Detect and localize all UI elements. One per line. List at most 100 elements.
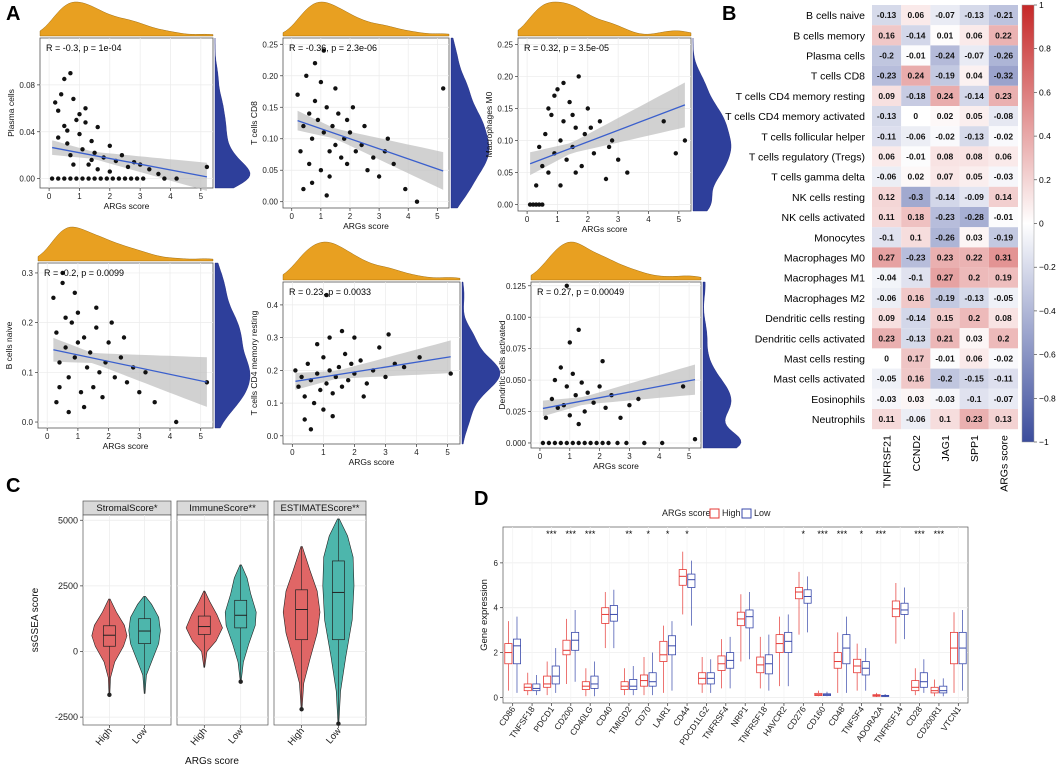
scatter-point — [558, 138, 563, 143]
scatter-point — [315, 117, 321, 123]
heatmap-cell-value: 0.07 — [937, 172, 954, 182]
scatter-point — [84, 365, 90, 370]
heatmap-cell — [930, 368, 960, 389]
box-high — [678, 569, 687, 586]
heatmap-cell-value: -0.23 — [906, 253, 926, 263]
scatter-plot-1: R = -0.3, p = 1e-04 0 1 2 3 4 5 0.00 0.04 0.08 ARG… — [6, 1, 251, 211]
heatmap-cell-value: 0.06 — [908, 10, 925, 20]
scatter-point — [69, 320, 75, 325]
group-label: High — [189, 726, 210, 748]
scatter-point — [540, 163, 545, 169]
colorbar-tick-label: −0.4 — [1039, 306, 1056, 316]
scatter-point — [60, 270, 65, 276]
scatter-point — [386, 332, 391, 337]
scatter-point — [346, 378, 351, 383]
heatmap-cell — [872, 25, 902, 46]
heatmap-cell-value: -0.08 — [994, 111, 1014, 121]
scatter-point — [312, 61, 318, 66]
heatmap-cell-value: 0.03 — [966, 333, 983, 343]
heatmap-cell — [901, 287, 931, 308]
heatmap-cell — [930, 126, 960, 147]
x-density-curve — [282, 241, 461, 281]
y-tick-label: 0.25 — [497, 40, 513, 49]
scatter-point — [570, 371, 575, 376]
violin-outlier — [107, 692, 112, 698]
heatmap-cell — [901, 207, 931, 228]
heatmap-cell-value: 0.13 — [995, 414, 1012, 424]
scatter-point — [543, 131, 548, 137]
scatter-point — [118, 355, 124, 360]
heatmap-cell — [872, 5, 902, 26]
heatmap-cell — [959, 5, 989, 26]
box-low — [551, 665, 560, 685]
scatter-point — [88, 350, 93, 355]
scatter-point — [56, 108, 61, 113]
heatmap-cell-value: 0.05 — [966, 172, 983, 182]
y-tick-label: 0.075 — [506, 345, 527, 354]
heatmap-cell-value: 0 — [913, 111, 918, 121]
heatmap-cell-value: -0.02 — [994, 354, 1014, 364]
scatter-point — [347, 130, 353, 135]
heatmap-cell-value: -0.13 — [877, 111, 897, 121]
group-label: Low — [324, 726, 344, 747]
heatmap-cell-value: 0.18 — [908, 212, 925, 222]
x-axis-title: ARGs score — [103, 441, 149, 451]
scatter-point — [92, 150, 97, 155]
heatmap-cell-value: -0.23 — [935, 212, 955, 222]
heatmap-cell-value: 0.06 — [995, 152, 1012, 162]
y-tick-label: 5000 — [58, 515, 78, 525]
heatmap-cell — [930, 186, 960, 207]
heatmap-cell-value: 0.06 — [966, 30, 983, 40]
heatmap-cell-value: -0.04 — [877, 273, 897, 283]
scatter-point — [391, 161, 396, 167]
scatter-point — [71, 162, 76, 167]
heatmap-cell-value: 0.2 — [968, 273, 980, 283]
scatter-point — [600, 440, 605, 446]
y-tick-label: 0.04 — [19, 128, 35, 137]
heatmap-cell — [872, 126, 902, 147]
heatmap-cell — [930, 348, 960, 369]
scatter-point — [77, 131, 82, 137]
heatmap-cell — [930, 247, 960, 268]
heatmap-cell — [930, 227, 960, 248]
plot-area — [530, 281, 702, 449]
heatmap-cell — [930, 25, 960, 46]
scatter-point — [77, 112, 82, 117]
scatter-point — [65, 128, 70, 133]
heatmap-cell-value: -0.03 — [994, 172, 1014, 182]
heatmap-row-label: T cells CD8 — [811, 71, 865, 83]
scatter-point — [673, 151, 678, 156]
y-tick-label: 0.20 — [262, 72, 278, 81]
scatter-point — [109, 320, 114, 325]
scatter-point — [414, 199, 420, 204]
heatmap-cell — [872, 45, 902, 66]
scatter-point — [660, 440, 665, 446]
heatmap-cell — [959, 328, 989, 349]
correlation-stat: R = 0.32, p = 3.5e-05 — [524, 43, 609, 53]
legend-label-low: Low — [754, 508, 771, 518]
colorbar-tick-label: 0.6 — [1039, 87, 1051, 97]
scatter-point — [573, 393, 578, 398]
heatmap-cell — [988, 106, 1018, 127]
scatter-point — [682, 138, 688, 143]
scatter-point — [298, 149, 303, 154]
heatmap-cell — [988, 65, 1018, 86]
heatmap-cell-value: 0.02 — [937, 111, 954, 121]
regression-line — [297, 119, 444, 172]
scatter-point — [324, 193, 329, 198]
scatter-point — [546, 106, 551, 111]
scatter-point — [540, 202, 545, 207]
heatmap-cell-value: 0.05 — [966, 111, 983, 121]
scatter-point — [561, 80, 566, 86]
heatmap-cell — [988, 126, 1018, 147]
scatter-point — [549, 112, 554, 118]
heatmap-cell-value: 0.03 — [908, 394, 925, 404]
panel-letter-b: B — [722, 3, 736, 25]
scatter-point — [143, 370, 148, 375]
heatmap-cell — [930, 85, 960, 106]
heatmap-cell — [930, 287, 960, 308]
x-tick-label: 5 — [435, 212, 440, 221]
panel-letter-d: D — [474, 488, 488, 510]
box-high — [930, 686, 939, 694]
